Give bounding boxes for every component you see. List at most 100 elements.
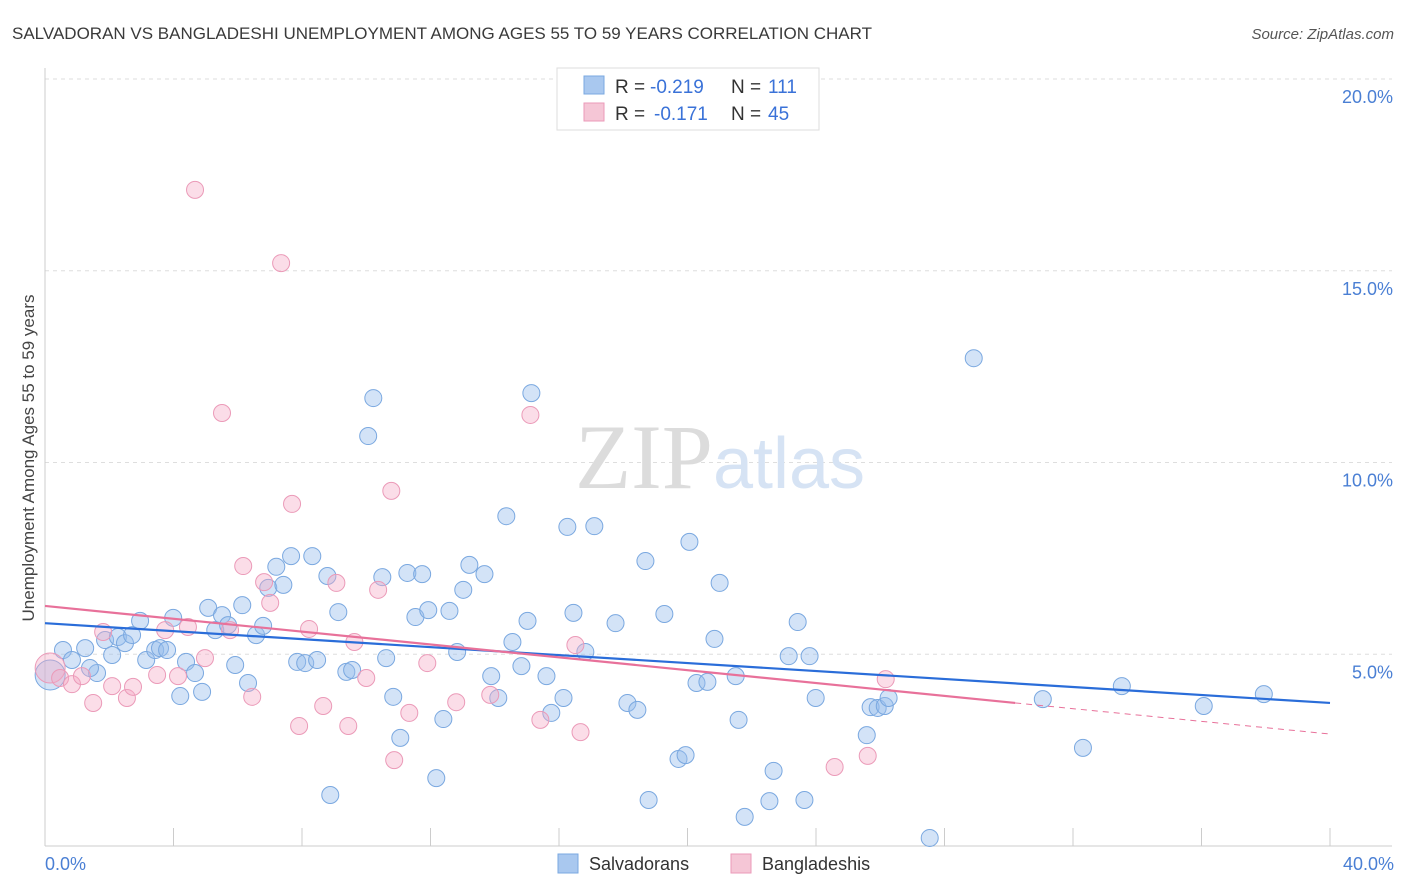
bangladeshi-point	[148, 665, 167, 684]
salvadoran-point	[158, 641, 177, 660]
salvadoran-point	[655, 604, 674, 623]
salvadoran-point	[554, 688, 573, 707]
bangladeshi-point	[290, 716, 309, 735]
bottom-legend-swatch-salvadorans	[557, 853, 579, 874]
salvadoran-point	[636, 552, 655, 571]
bangladeshi-point	[300, 619, 319, 638]
legend-n-label: N =	[731, 77, 761, 98]
salvadoran-point	[454, 580, 473, 599]
bangladeshi-point	[382, 481, 401, 500]
bangladeshi-point	[168, 667, 187, 686]
salvadoran-point	[518, 611, 537, 630]
salvadoran-point	[964, 349, 983, 368]
salvadoran-point	[861, 698, 880, 717]
salvadoran-point	[343, 660, 362, 679]
salvadoran-point	[427, 769, 446, 788]
legend-r-value: -0.219	[650, 77, 704, 98]
x-tick-label-max: 40.0%	[1343, 854, 1394, 874]
salvadoran-point	[795, 790, 814, 809]
salvadoran-point	[359, 427, 378, 446]
salvadoran-point	[729, 710, 748, 729]
bangladeshi-point	[261, 593, 280, 612]
bangladeshi-point	[283, 494, 302, 513]
bangladeshi-point	[103, 677, 122, 696]
y-tick-label: 20.0%	[1342, 87, 1393, 107]
salvadoran-point	[377, 649, 396, 668]
salvadoran-point	[391, 728, 410, 747]
salvadoran-point	[879, 688, 898, 707]
salvadoran-point	[558, 517, 577, 536]
y-tick-label: 10.0%	[1342, 471, 1393, 491]
legend-swatch-salvadorans	[583, 75, 605, 95]
salvadoran-point	[497, 507, 516, 526]
salvadoran-point	[419, 601, 438, 620]
salvadoran-point	[239, 674, 258, 693]
bangladeshi-point	[521, 405, 540, 424]
salvadoran-point	[920, 828, 939, 847]
salvadoran-point	[34, 659, 66, 691]
salvadoran-point	[1073, 738, 1092, 757]
legend-r-value: -0.171	[654, 104, 708, 125]
bangladeshi-point	[51, 669, 70, 688]
salvadoran-point	[123, 626, 142, 645]
salvadoran-point	[1194, 697, 1213, 716]
salvadoran-point	[628, 700, 647, 719]
salvadoran-point	[303, 547, 322, 566]
bangladeshi-point	[531, 710, 550, 729]
salvadoran-point	[364, 389, 383, 408]
salvadoran-point	[384, 687, 403, 706]
legend-n-label: N =	[731, 104, 761, 125]
y-tick-label: 15.0%	[1342, 279, 1393, 299]
salvadoran-point	[698, 672, 717, 691]
salvadoran-point	[137, 651, 156, 670]
trend-line-bangladeshis	[44, 604, 1016, 705]
salvadoran-point	[512, 657, 531, 676]
salvadoran-point	[296, 654, 315, 673]
salvadoran-point	[460, 555, 479, 574]
salvadoran-point	[537, 667, 556, 686]
salvadoran-point	[308, 651, 327, 670]
salvadoran-point	[1033, 690, 1052, 709]
bangladeshi-point	[876, 670, 895, 689]
salvadoran-point	[1112, 677, 1131, 696]
salvadoran-point	[542, 703, 561, 722]
bangladeshi-point	[213, 404, 232, 423]
bangladeshi-point	[234, 557, 253, 576]
bangladeshi-point	[339, 716, 358, 735]
bangladeshis-points	[34, 180, 895, 776]
salvadoran-point	[186, 664, 205, 683]
salvadoran-point	[318, 567, 337, 586]
salvadoran-point	[779, 647, 798, 666]
bangladeshi-point	[124, 677, 143, 696]
salvadoran-point	[62, 651, 81, 670]
bangladeshi-point	[481, 685, 500, 704]
salvadoran-point	[282, 547, 301, 566]
bangladeshi-point	[314, 697, 333, 716]
trend-line-extension	[1015, 702, 1331, 735]
salvadoran-point	[735, 807, 754, 826]
salvadoran-point	[171, 687, 190, 706]
bangladeshi-point	[357, 669, 376, 688]
bangladeshi-point	[243, 687, 262, 706]
x-tick-label-min: 0.0%	[45, 854, 86, 874]
salvadoran-point	[618, 693, 637, 712]
salvadoran-point	[329, 603, 348, 622]
salvadoran-point	[199, 598, 218, 617]
salvadoran-point	[503, 632, 522, 651]
salvadoran-point	[398, 563, 417, 582]
salvadoran-point	[103, 646, 122, 665]
salvadoran-point	[440, 601, 459, 620]
salvadoran-point	[274, 575, 293, 594]
legend-r-label: R =	[615, 77, 645, 98]
trend-line-salvadorans	[44, 622, 1331, 705]
salvadoran-point	[676, 746, 695, 765]
salvadoran-point	[267, 557, 286, 576]
salvadoran-point	[233, 596, 252, 615]
legend-r-label: R =	[615, 104, 645, 125]
chart-title: SALVADORAN VS BANGLADESHI UNEMPLOYMENT A…	[12, 24, 872, 43]
salvadoran-point	[680, 532, 699, 551]
bangladeshi-point	[385, 751, 404, 770]
salvadoran-point	[760, 792, 779, 811]
bangladeshi-point	[186, 180, 205, 199]
salvadoran-point	[434, 710, 453, 729]
